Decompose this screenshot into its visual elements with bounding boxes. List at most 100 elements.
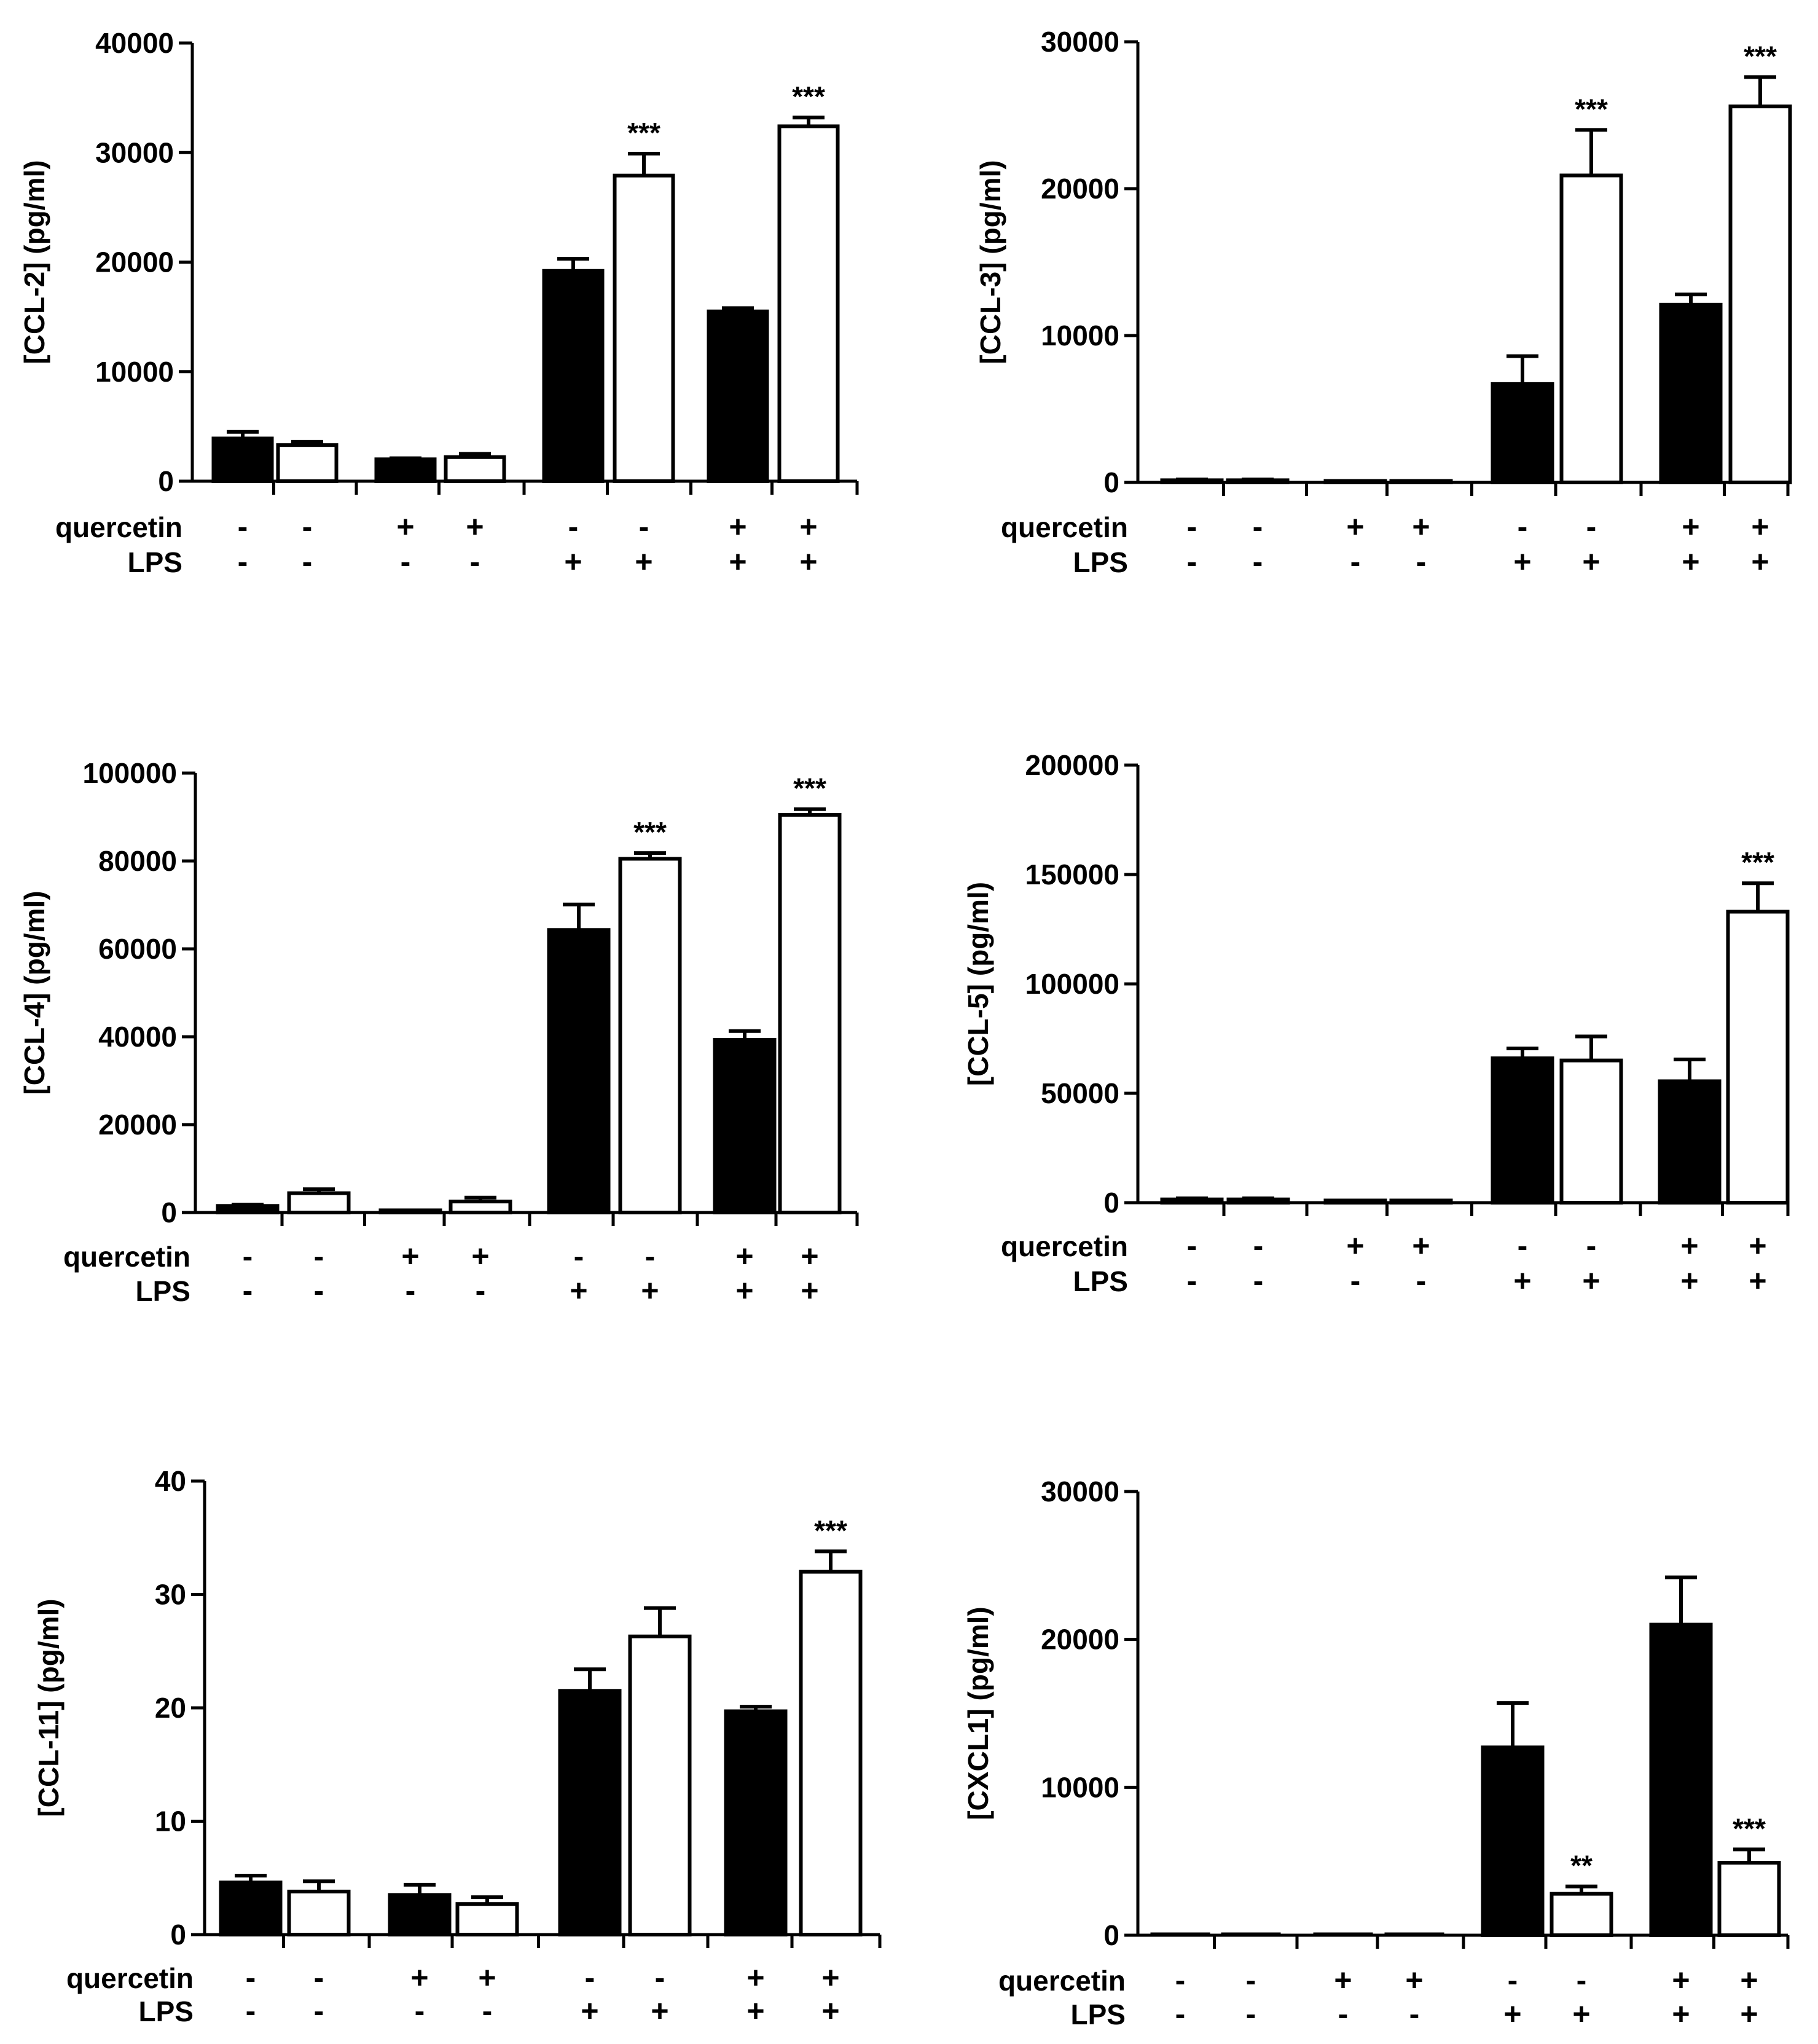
bar-open-2	[1389, 1198, 1453, 1205]
bar-filled-4	[713, 1038, 777, 1214]
lps-symbol: +	[746, 1994, 764, 2028]
lps-symbol: +	[635, 544, 652, 579]
bar-filled-3	[547, 928, 611, 1214]
quercetin-row-label: quercetin	[1001, 511, 1128, 543]
bar-filled-4	[724, 1709, 788, 1936]
y-tick-label: 20000	[1041, 1624, 1119, 1656]
bar-filled-4	[1649, 1622, 1713, 1938]
bar-filled-3	[1491, 1056, 1554, 1205]
y-tick-label: 10000	[95, 356, 174, 388]
y-tick-label: 20	[155, 1692, 186, 1724]
quercetin-symbol: -	[238, 509, 248, 544]
significance-label: **	[1570, 1850, 1593, 1882]
y-tick-label: 0	[170, 1919, 186, 1951]
y-axis-title: [CXCL1] (pg/ml)	[962, 1606, 994, 1820]
y-tick-label: 20000	[95, 246, 174, 278]
lps-row-label: LPS	[1073, 1265, 1128, 1297]
quercetin-symbol: -	[1586, 1228, 1597, 1263]
quercetin-symbol: +	[821, 1960, 839, 1995]
significance-label: ***	[1733, 1812, 1766, 1844]
bar-open-1	[287, 1191, 351, 1215]
quercetin-symbol: -	[1187, 1228, 1197, 1263]
quercetin-symbol: -	[574, 1239, 584, 1273]
bar-filled-2	[374, 457, 437, 483]
lps-symbol: -	[1338, 1997, 1349, 2031]
lps-symbol: +	[1740, 1997, 1758, 2031]
quercetin-symbol: +	[478, 1960, 496, 1995]
lps-symbol: +	[1680, 1264, 1698, 1298]
bar-open-3	[618, 857, 682, 1215]
lps-symbol: -	[1187, 1264, 1197, 1298]
bar-open-3	[628, 1634, 692, 1936]
bar-open-3	[613, 173, 675, 483]
bar-filled-4	[1658, 1079, 1722, 1205]
lps-symbol: -	[1253, 544, 1263, 579]
quercetin-symbol: -	[1187, 509, 1197, 544]
bar-open-2	[1389, 479, 1453, 484]
y-tick-label: 100000	[83, 757, 178, 789]
quercetin-symbol: -	[314, 1960, 324, 1995]
y-tick-label: 10000	[1041, 320, 1119, 352]
significance-label: ***	[627, 117, 660, 149]
lps-symbol: -	[1175, 1997, 1186, 2031]
lps-symbol: -	[1416, 544, 1427, 579]
quercetin-symbol: +	[396, 509, 414, 544]
y-tick-label: 10	[155, 1806, 186, 1838]
lps-row-label: LPS	[1073, 546, 1128, 578]
bar-open-3	[1550, 1892, 1613, 1937]
quercetin-symbol: -	[1518, 1228, 1528, 1263]
lps-symbol: -	[1187, 544, 1197, 579]
significance-label: ***	[793, 772, 826, 804]
quercetin-symbol: +	[729, 509, 746, 544]
lps-symbol: -	[401, 544, 411, 579]
lps-symbol: +	[1672, 1997, 1690, 2031]
lps-symbol: -	[470, 544, 480, 579]
bar-open-1	[1226, 478, 1290, 484]
lps-symbol: +	[581, 1994, 598, 2028]
y-axis-title: [CCL-11] (pg/ml)	[33, 1598, 65, 1817]
bar-open-4	[777, 124, 840, 484]
quercetin-symbol: +	[1749, 1228, 1766, 1263]
bar-open-2	[444, 455, 506, 483]
bar-filled-1	[216, 1204, 280, 1215]
significance-label: ***	[1741, 846, 1774, 878]
quercetin-symbol: -	[1246, 1963, 1256, 1997]
lps-symbol: -	[314, 1273, 324, 1308]
lps-symbol: +	[1572, 1997, 1590, 2031]
significance-label: ***	[1575, 93, 1608, 125]
lps-symbol: -	[1253, 1264, 1264, 1298]
quercetin-symbol: -	[585, 1960, 595, 1995]
quercetin-symbol: +	[410, 1960, 428, 1995]
lps-symbol: +	[564, 544, 582, 579]
quercetin-symbol: +	[1680, 1228, 1698, 1263]
quercetin-symbol: +	[1740, 1963, 1758, 1997]
y-tick-label: 0	[1103, 1187, 1119, 1219]
y-tick-label: 80000	[98, 845, 177, 877]
lps-symbol: -	[1409, 1997, 1420, 2031]
lps-row-label: LPS	[136, 1275, 190, 1307]
panel-ccl11: 0 10 20 30 40 [CCL-11] (pg/ml) *** quercetinLPS…	[33, 1465, 882, 2028]
quercetin-symbol: -	[302, 509, 313, 544]
quercetin-row-label: quercetin	[63, 1241, 190, 1273]
lps-symbol: -	[238, 544, 248, 579]
bar-filled-2	[1323, 1198, 1387, 1205]
bar-open-2	[455, 1902, 519, 1937]
quercetin-symbol: +	[1682, 509, 1699, 544]
quercetin-symbol: -	[314, 1239, 324, 1273]
lps-symbol: +	[801, 1273, 818, 1308]
lps-symbol: -	[415, 1994, 425, 2028]
bar-open-1	[1226, 1197, 1290, 1205]
quercetin-symbol: -	[1253, 1228, 1264, 1263]
lps-symbol: -	[1350, 544, 1361, 579]
lps-symbol: +	[1751, 544, 1769, 579]
bar-open-3	[1559, 173, 1623, 484]
quercetin-symbol: +	[1412, 509, 1430, 544]
quercetin-symbol: -	[1253, 509, 1263, 544]
quercetin-symbol: +	[1751, 509, 1769, 544]
y-tick-label: 60000	[98, 933, 177, 965]
lps-symbol: -	[482, 1994, 493, 2028]
bar-open-4	[778, 812, 842, 1215]
quercetin-symbol: -	[568, 509, 579, 544]
panel-ccl5: 0 50000 100000 150000 200000 [CCL-5] (pg/ml) *…	[962, 749, 1790, 1298]
